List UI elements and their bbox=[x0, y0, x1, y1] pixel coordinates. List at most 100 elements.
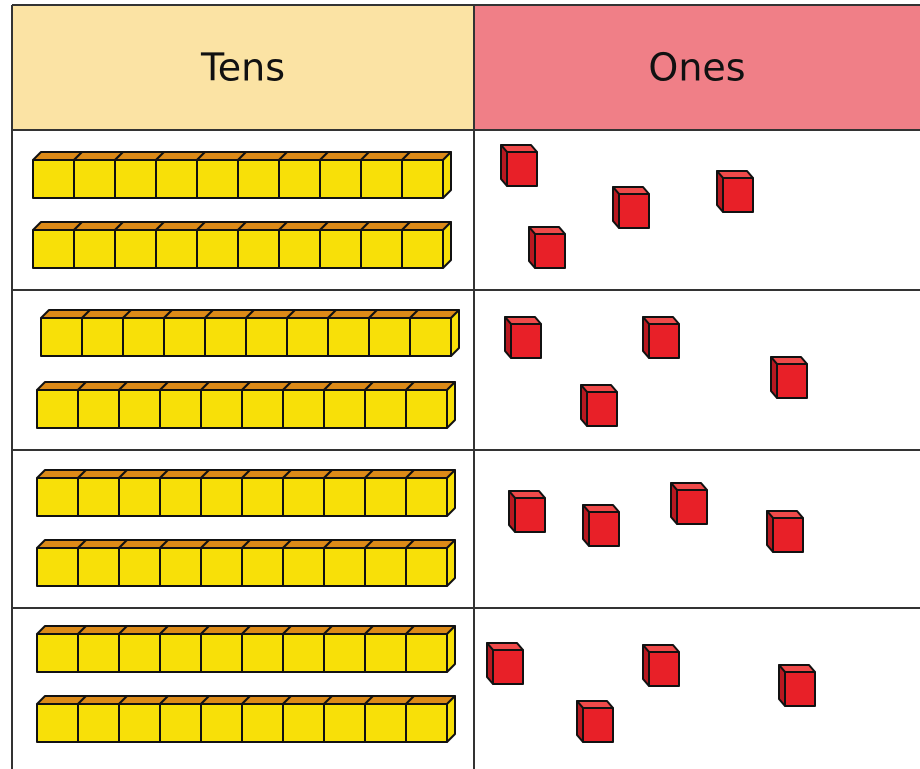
rod-cube bbox=[159, 703, 202, 743]
cube-front bbox=[582, 707, 614, 743]
rod-cube bbox=[118, 477, 161, 517]
rod-cube bbox=[278, 229, 321, 269]
rod-cube bbox=[368, 317, 411, 357]
rod-cube bbox=[323, 547, 366, 587]
rod-cube bbox=[200, 477, 243, 517]
rod-side bbox=[446, 625, 456, 673]
rod-cube bbox=[200, 703, 243, 743]
rod-side bbox=[446, 539, 456, 587]
rod-cube bbox=[319, 229, 362, 269]
rod-cube bbox=[327, 317, 370, 357]
rod-cube bbox=[32, 229, 75, 269]
rod-cube bbox=[237, 229, 280, 269]
ten-rod bbox=[36, 695, 456, 743]
rod-cube bbox=[36, 633, 79, 673]
rod-cube bbox=[282, 633, 325, 673]
rod-cube bbox=[241, 703, 284, 743]
rod-cube bbox=[159, 477, 202, 517]
rod-cube bbox=[405, 633, 448, 673]
one-cube bbox=[642, 644, 680, 687]
one-cube bbox=[716, 170, 754, 213]
rod-cube bbox=[73, 229, 116, 269]
rod-cube bbox=[323, 389, 366, 429]
cube-front bbox=[722, 177, 754, 213]
rod-cube bbox=[114, 159, 157, 199]
cube-front bbox=[510, 323, 542, 359]
one-cube bbox=[642, 316, 680, 359]
rod-cube bbox=[36, 477, 79, 517]
one-cube bbox=[670, 482, 708, 525]
rod-side bbox=[442, 151, 452, 199]
rod-cube bbox=[114, 229, 157, 269]
one-cube bbox=[528, 226, 566, 269]
rod-cube bbox=[196, 229, 239, 269]
rod-cube bbox=[237, 159, 280, 199]
rod-cube bbox=[118, 547, 161, 587]
rod-cube bbox=[282, 547, 325, 587]
cube-front bbox=[506, 151, 538, 187]
one-cube bbox=[504, 316, 542, 359]
rod-cube bbox=[364, 547, 407, 587]
blocks bbox=[32, 144, 816, 743]
rod-cube bbox=[200, 547, 243, 587]
cube-front bbox=[784, 671, 816, 707]
rod-cube bbox=[241, 389, 284, 429]
rod-cube bbox=[159, 389, 202, 429]
one-cube bbox=[612, 186, 650, 229]
rod-cube bbox=[40, 317, 83, 357]
rod-cube bbox=[77, 477, 120, 517]
rod-cube bbox=[200, 633, 243, 673]
rod-cube bbox=[36, 389, 79, 429]
rod-cube bbox=[409, 317, 452, 357]
rod-cube bbox=[364, 703, 407, 743]
cube-front bbox=[618, 193, 650, 229]
one-cube bbox=[770, 356, 808, 399]
rod-cube bbox=[241, 477, 284, 517]
cube-front bbox=[648, 651, 680, 687]
cube-front bbox=[492, 649, 524, 685]
cube-front bbox=[772, 517, 804, 553]
cube-front bbox=[776, 363, 808, 399]
rod-cube bbox=[241, 547, 284, 587]
rod-cube bbox=[159, 633, 202, 673]
rod-cube bbox=[36, 703, 79, 743]
cube-front bbox=[586, 391, 618, 427]
rod-cube bbox=[122, 317, 165, 357]
one-cube bbox=[486, 642, 524, 685]
tens-header: Tens bbox=[200, 46, 285, 90]
rod-cube bbox=[319, 159, 362, 199]
ten-rod bbox=[36, 469, 456, 517]
rod-cube bbox=[405, 547, 448, 587]
ten-rod bbox=[36, 539, 456, 587]
cube-front bbox=[648, 323, 680, 359]
rod-cube bbox=[155, 159, 198, 199]
cube-front bbox=[514, 497, 546, 533]
rod-cube bbox=[360, 159, 403, 199]
ten-rod bbox=[36, 625, 456, 673]
rod-cube bbox=[118, 633, 161, 673]
tens-header-cell bbox=[12, 5, 474, 130]
rod-cube bbox=[360, 229, 403, 269]
one-cube bbox=[576, 700, 614, 743]
one-cube bbox=[500, 144, 538, 187]
one-cube bbox=[580, 384, 618, 427]
rod-side bbox=[450, 309, 460, 357]
rod-cube bbox=[401, 159, 444, 199]
rod-cube bbox=[364, 633, 407, 673]
rod-side bbox=[446, 381, 456, 429]
ten-rod bbox=[36, 381, 456, 429]
rod-cube bbox=[364, 477, 407, 517]
rod-cube bbox=[32, 159, 75, 199]
rod-cube bbox=[196, 159, 239, 199]
rod-cube bbox=[77, 547, 120, 587]
rod-cube bbox=[77, 703, 120, 743]
rod-cube bbox=[155, 229, 198, 269]
rod-cube bbox=[200, 389, 243, 429]
rod-cube bbox=[159, 547, 202, 587]
ones-header-cell bbox=[474, 5, 920, 130]
rod-cube bbox=[323, 633, 366, 673]
ten-rod bbox=[40, 309, 460, 357]
rod-cube bbox=[278, 159, 321, 199]
rod-cube bbox=[118, 703, 161, 743]
